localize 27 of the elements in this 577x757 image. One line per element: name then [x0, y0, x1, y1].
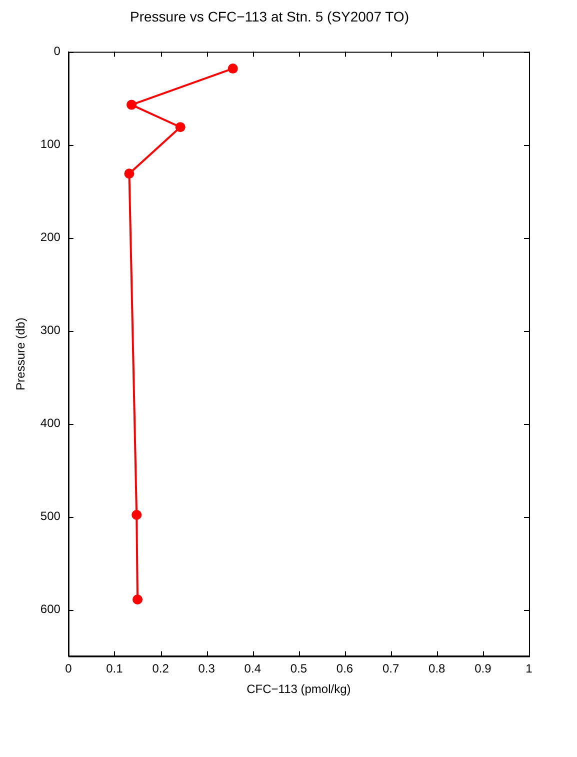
x-tick-label: 0.7 — [382, 662, 400, 676]
chart-title: Pressure vs CFC−113 at Stn. 5 (SY2007 TO) — [130, 8, 409, 24]
x-tick-label: 0.9 — [474, 662, 492, 676]
x-tick-label: 0.4 — [244, 662, 262, 676]
x-tick-label: 0.3 — [198, 662, 216, 676]
x-axis-title: CFC−113 (pmol/kg) — [246, 682, 351, 696]
y-tick-label: 300 — [40, 323, 61, 338]
y-tick-label: 500 — [40, 509, 61, 524]
x-tick-label: 0.2 — [152, 662, 170, 676]
y-axis-title: Pressure (db) — [14, 318, 28, 390]
point — [132, 510, 142, 520]
y-tick-label: 600 — [40, 602, 61, 616]
point — [175, 122, 186, 132]
point — [124, 168, 134, 179]
y-tick-label: 0 — [54, 44, 61, 58]
y-tick-label: 400 — [40, 416, 61, 430]
x-tick-label: 0 — [65, 662, 72, 676]
x-tick-label: 0.1 — [106, 662, 124, 676]
y-tick-label: 200 — [40, 230, 61, 244]
x-tick-label: 0.8 — [428, 662, 446, 676]
point — [126, 100, 137, 110]
point — [132, 594, 143, 604]
y-tick-label: 100 — [40, 137, 61, 152]
x-tick-label: 0.6 — [336, 662, 354, 676]
point — [228, 64, 238, 74]
x-tick-label: 1 — [526, 662, 533, 676]
x-tick-label: 0.5 — [290, 662, 308, 676]
